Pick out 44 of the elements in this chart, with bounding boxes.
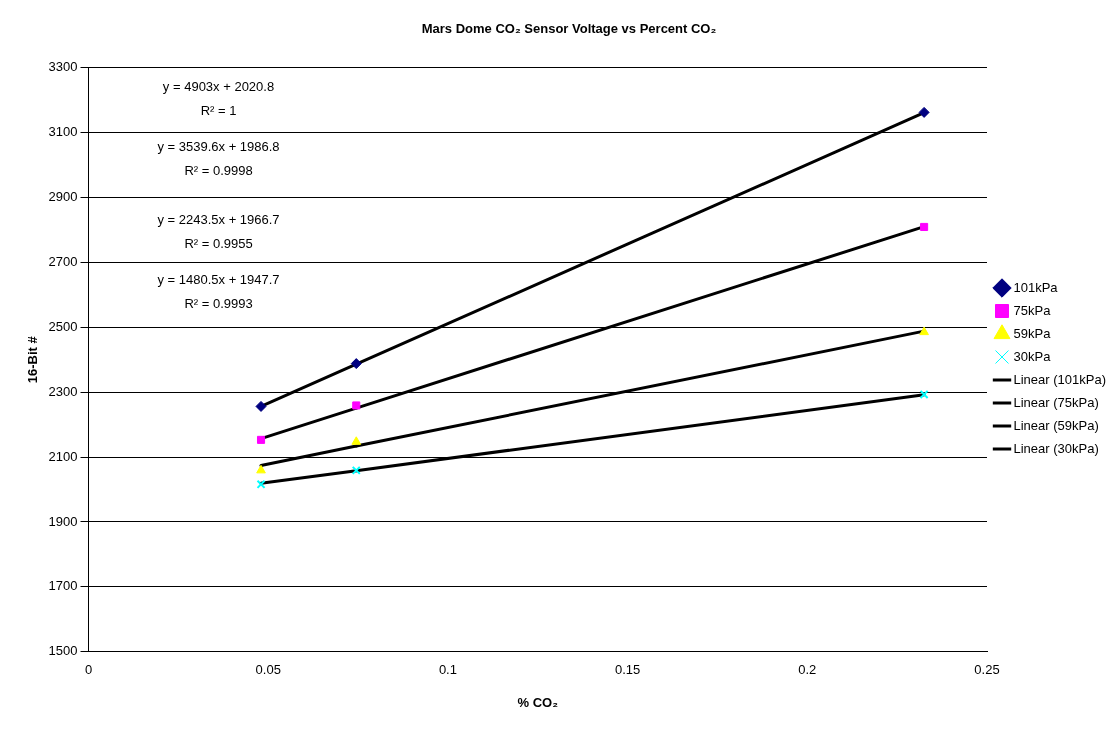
annotation: y = 4903x + 2020.8 [162,79,275,95]
legend-label: Linear (101kPa) [1013,371,1106,387]
x-tick-label: 0.2 [798,662,817,678]
annotation: R² = 0.9955 [184,236,253,252]
y-tick-label: 1500 [48,643,78,659]
chart-title: Mars Dome CO₂ Sensor Voltage vs Percent CO₂ [421,21,717,37]
x-tick-label: 0 [84,662,93,678]
point [919,389,929,399]
y-tick-label: 2300 [48,383,78,399]
y-tick-label: 2100 [48,448,78,464]
y-tick-label: 2900 [48,189,78,204]
point [351,465,361,475]
point [350,358,362,370]
annotation: y = 3539.6x + 1986.8 [157,139,280,155]
point [256,464,266,474]
point [351,436,362,445]
annotation: y = 2243.5x + 1966.7 [157,212,280,228]
y-tick-label: 2700 [48,253,78,269]
legend-label: Linear (75kPa) [1013,394,1099,410]
legend-label: Linear (59kPa) [1013,417,1099,433]
x-tick-label: 0.1 [438,662,457,678]
x-tick-label: 0.05 [255,662,281,678]
annotation: R² = 1 [200,103,237,119]
y-tick-label: 3300 [48,59,78,75]
y-tick-label: 1900 [48,513,78,529]
legend-label: Linear (30kPa) [1013,440,1099,456]
y-tick-label: 3100 [48,124,78,140]
annotation: y = 1480.5x + 1947.7 [157,272,280,288]
point [256,479,266,489]
legend-label: 59kPa [1013,325,1052,341]
legend-label: 101kPa [1013,279,1059,295]
annotation: R² = 0.9998 [184,163,253,179]
x-tick-label: 0.25 [974,662,1000,678]
y-axis-title: 16-Bit # [25,335,41,384]
point [352,401,361,410]
x-axis-title: % CO₂ [517,694,559,710]
legend-label: 30kPa [1013,348,1052,364]
annotation: R² = 0.9993 [184,296,253,312]
legend-label: 75kPa [1013,302,1052,318]
point [918,106,930,118]
y-tick-label: 2500 [48,318,78,334]
x-tick-label: 0.15 [614,662,641,678]
y-tick-label: 1700 [48,578,78,594]
point [255,400,267,412]
